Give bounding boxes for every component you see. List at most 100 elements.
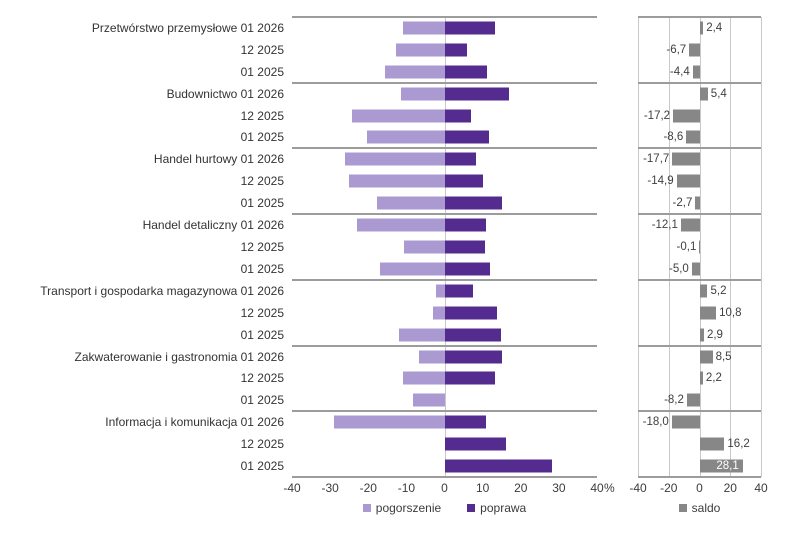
category-label: 01 2025 — [240, 327, 284, 342]
detail-chart-row — [292, 324, 597, 346]
detail-chart-row — [292, 411, 597, 433]
detail-bar-rows — [292, 17, 597, 477]
detail-chart-row — [292, 17, 597, 39]
poprawa-bar — [444, 371, 495, 385]
axis-tick-label: 40 — [754, 481, 768, 495]
poprawa-bar — [444, 306, 497, 320]
saldo-value-label: 10,8 — [719, 306, 742, 319]
category-label: 12 2025 — [240, 108, 284, 123]
pogorszenie-bar — [403, 21, 445, 35]
detail-chart-panel — [292, 16, 597, 478]
category-label: 12 2025 — [240, 42, 284, 57]
saldo-bar — [671, 415, 700, 429]
pogorszenie-bar — [413, 393, 445, 407]
group-separator-line — [292, 81, 597, 84]
group-separator-line — [292, 147, 597, 150]
saldo-chart-row: -8,6 — [638, 127, 761, 149]
legend-item-saldo: saldo — [678, 501, 720, 515]
pogorszenie-bar — [349, 174, 445, 188]
group-separator-line — [292, 344, 597, 347]
group-separator-line — [638, 410, 761, 413]
saldo-bar — [686, 130, 700, 144]
saldo-chart-row: -12,1 — [638, 214, 761, 236]
axis-tick-label: -20 — [359, 481, 377, 495]
saldo-chart-row: 28,1 — [638, 455, 761, 477]
poprawa-bar — [444, 459, 552, 473]
pogorszenie-bar — [333, 415, 445, 429]
group-separator-line — [638, 147, 761, 150]
saldo-chart-row: -18,0 — [638, 411, 761, 433]
poprawa-bar — [444, 328, 502, 342]
saldo-chart-row: -8,2 — [638, 389, 761, 411]
detail-chart-row — [292, 236, 597, 258]
detail-chart-row — [292, 39, 597, 61]
category-label: 12 2025 — [240, 437, 284, 452]
pogorszenie-bar — [345, 152, 445, 166]
detail-chart-row — [292, 170, 597, 192]
saldo-bar — [689, 43, 700, 57]
poprawa-bar — [444, 174, 483, 188]
saldo-value-label: 16,2 — [727, 438, 750, 451]
group-separator-line — [638, 81, 761, 84]
saldo-value-label: 2,9 — [706, 328, 723, 341]
saldo-bar — [699, 284, 708, 298]
saldo-value-label: -5,0 — [668, 262, 689, 275]
saldo-value-label: -12,1 — [651, 219, 678, 232]
axis-tick-label: -10 — [397, 481, 416, 495]
saldo-value-label: 2,4 — [706, 21, 723, 34]
category-label: 12 2025 — [240, 371, 284, 386]
axis-tick-label: 30 — [552, 481, 566, 495]
group-separator-line — [638, 278, 761, 281]
axis-tick-label: -40 — [283, 481, 301, 495]
detail-chart-row — [292, 83, 597, 105]
poprawa-bar — [444, 284, 474, 298]
saldo-chart-row: -17,7 — [638, 148, 761, 170]
saldo-value-label: 28,1 — [716, 460, 739, 473]
detail-chart-row — [292, 346, 597, 368]
detail-chart-row — [292, 433, 597, 455]
saldo-chart-row: 2,2 — [638, 368, 761, 390]
poprawa-bar — [444, 21, 495, 35]
category-labels: Przetwórstwo przemysłowe 01 2026 12 2025 0… — [0, 17, 284, 477]
saldo-chart-row: -6,7 — [638, 39, 761, 61]
detail-chart-row — [292, 258, 597, 280]
saldo-chart-row: -14,9 — [638, 170, 761, 192]
poprawa-bar — [444, 350, 503, 364]
saldo-bar — [699, 21, 704, 35]
detail-chart-row — [292, 127, 597, 149]
category-label: Budownictwo 01 2026 — [166, 86, 284, 101]
axis-tick-label: 40 — [590, 481, 604, 495]
axis-tick-label: 0 — [441, 481, 448, 495]
saldo-chart-row: 2,9 — [638, 324, 761, 346]
pogorszenie-bar — [402, 371, 445, 385]
group-separator-line — [292, 410, 597, 413]
group-separator-line — [638, 213, 761, 216]
saldo-value-label: -8,6 — [663, 131, 684, 144]
axis-tick-label: -30 — [321, 481, 339, 495]
saldo-bar — [676, 174, 700, 188]
detail-x-axis: % -40 -30 -20 -10 0 10 20 30 40 — [283, 480, 614, 496]
saldo-chart-row: 5,2 — [638, 280, 761, 302]
saldo-x-axis: -40 -20 0 20 40 — [629, 480, 767, 496]
poprawa-bar — [444, 109, 472, 123]
pogorszenie-bar — [400, 87, 445, 101]
category-label: Zakwaterowanie i gastronomia 01 2026 — [74, 349, 284, 364]
saldo-value-label: -17,7 — [643, 153, 670, 166]
pogorszenie-bar — [356, 218, 445, 232]
group-separator-line — [292, 16, 597, 18]
saldo-bar — [673, 109, 700, 123]
group-separator-line — [292, 213, 597, 216]
saldo-bar — [699, 306, 717, 320]
pogorszenie-bar — [377, 196, 445, 210]
saldo-chart-row: 5,4 — [638, 83, 761, 105]
saldo-value-label: 2,2 — [705, 372, 722, 385]
saldo-value-label: 5,4 — [710, 87, 727, 100]
pogorszenie-bar — [435, 284, 445, 298]
pogorszenie-bar — [352, 109, 445, 123]
saldo-value-label: -4,4 — [669, 65, 690, 78]
pogorszenie-bar — [396, 43, 445, 57]
pogorszenie-swatch-icon — [362, 504, 371, 512]
saldo-bar — [680, 218, 700, 232]
legend-detail: pogorszenie poprawa — [292, 501, 597, 515]
detail-chart-row — [292, 368, 597, 390]
